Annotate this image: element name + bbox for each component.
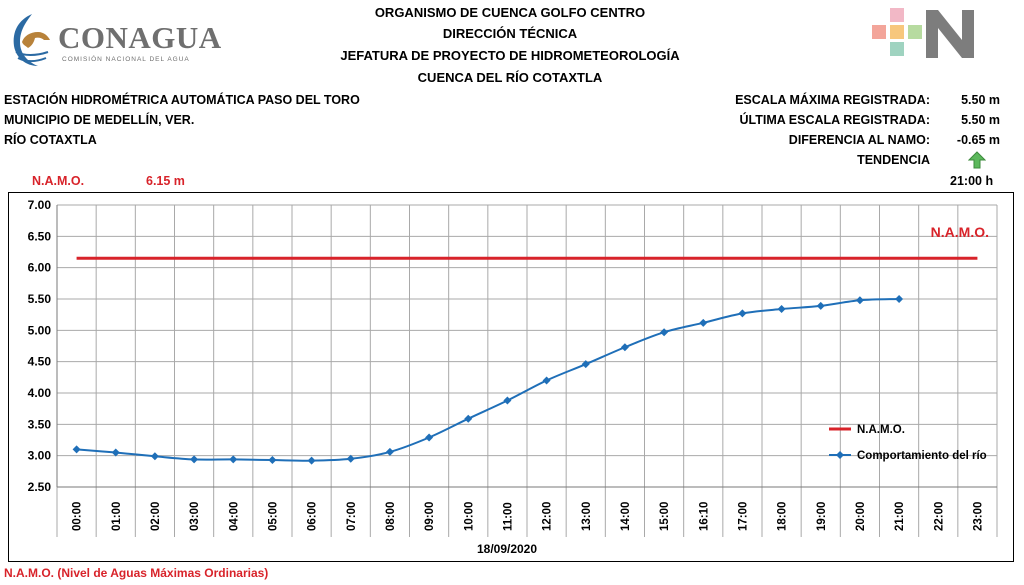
y-tick-label: 3.50 [28, 417, 52, 431]
x-tick-label: 06:00 [307, 502, 319, 531]
x-tick-label: 00:00 [72, 502, 84, 531]
x-tick-label: 08:00 [385, 502, 397, 531]
chart-frame: 2.50 3.00 3.50 4.00 4.50 5.00 5.50 6.00 6.50 7.00… [8, 192, 1014, 562]
x-tick-label: 20:00 [855, 502, 867, 531]
river-data-point [229, 455, 238, 464]
conagua-logo: CONAGUA COMISIÓN NACIONAL DEL AGUA [8, 10, 238, 70]
river-data-point [581, 360, 590, 369]
x-tick-label: 17:00 [737, 502, 749, 531]
x-tick-label: 11:00 [502, 502, 514, 531]
namo-value: 6.15 m [146, 174, 185, 188]
y-tick-label: 2.50 [28, 480, 52, 494]
namo-footnote: N.A.M.O. (Nivel de Aguas Máximas Ordinar… [4, 566, 269, 580]
river-data-point [777, 305, 786, 314]
arrow-up-icon [968, 151, 986, 169]
x-tick-label: 02:00 [150, 502, 162, 531]
x-tick-label: 03:00 [189, 502, 201, 531]
y-tick-label: 6.00 [28, 261, 52, 275]
y-tick-label: 4.50 [28, 355, 52, 369]
river-data-point [111, 448, 120, 457]
header-line-3: JEFATURA DE PROYECTO DE HIDROMETEOROLOGÍ… [340, 48, 680, 63]
x-tick-label: 10:00 [463, 502, 475, 531]
conagua-emblem-icon [13, 14, 50, 66]
river-data-point [895, 295, 904, 303]
header-line-4: CUENCA DEL RÍO COTAXTLA [417, 70, 603, 85]
river-data-point [307, 456, 316, 465]
namo-annotation: N.A.M.O. [931, 224, 989, 240]
y-tick-label: 7.00 [28, 198, 52, 212]
river-data-point [464, 414, 473, 423]
river-data-point [855, 296, 864, 305]
x-tick-label: 01:00 [111, 502, 123, 531]
y-tick-label: 5.00 [28, 323, 52, 337]
river-data-point [268, 456, 277, 465]
legend-river-label: Comportamiento del río [857, 450, 987, 462]
river-data-point [699, 318, 708, 327]
y-tick-label: 3.00 [28, 449, 52, 463]
x-tick-label: 21:00 [894, 502, 906, 531]
namo-label: N.A.M.O. [32, 174, 85, 188]
last-scale-value: 5.50 m [961, 113, 1000, 127]
last-scale-label: ÚLTIMA ESCALA REGISTRADA: [739, 113, 931, 127]
x-tick-label: 23:00 [972, 502, 984, 531]
x-tick-label: 09:00 [424, 502, 436, 531]
max-scale-value: 5.50 m [961, 93, 1000, 107]
x-tick-label: 16:10 [698, 502, 710, 531]
header-line-2: DIRECCIÓN TÉCNICA [442, 26, 578, 41]
x-tick-label: 18:00 [777, 502, 789, 531]
river-level-chart: 2.50 3.00 3.50 4.00 4.50 5.00 5.50 6.00 6.50 7.00… [28, 198, 998, 556]
x-tick-label: 22:00 [933, 502, 945, 531]
y-tick-label: 6.50 [28, 229, 52, 243]
x-tick-label: 19:00 [816, 502, 828, 531]
river-series-line [76, 298, 900, 462]
river-data-point [150, 452, 159, 461]
x-tick-label: 05:00 [267, 502, 279, 531]
max-scale-label: ESCALA MÁXIMA REGISTRADA: [735, 93, 930, 107]
x-tick-label: 13:00 [581, 502, 593, 531]
river-data-point [425, 433, 434, 442]
y-tick-label: 5.50 [28, 292, 52, 306]
legend-namo-label: N.A.M.O. [857, 424, 905, 436]
station-municipality: MUNICIPIO DE MEDELLÍN, VER. [4, 113, 195, 127]
river-data-point [190, 455, 199, 464]
river-data-point [816, 301, 825, 310]
x-axis-label: 18/09/2020 [477, 542, 537, 556]
river-data-point [542, 376, 551, 385]
legend-river-marker [836, 451, 844, 459]
logo-subtitle: COMISIÓN NACIONAL DEL AGUA [62, 56, 190, 63]
river-data-point [346, 454, 355, 463]
river-data-point [385, 447, 394, 456]
station-name: ESTACIÓN HIDROMÉTRICA AUTOMÁTICA PASO DE… [4, 93, 360, 107]
y-tick-label: 4.00 [28, 386, 52, 400]
river-data-point [738, 309, 747, 318]
brand-n-logo-icon [872, 8, 974, 58]
x-tick-label: 14:00 [620, 502, 632, 531]
river-data-point [620, 343, 629, 352]
river-data-point [660, 328, 669, 337]
namo-diff-value: -0.65 m [956, 133, 1000, 147]
river-data-point [72, 445, 81, 454]
x-tick-label: 12:00 [542, 502, 554, 531]
namo-diff-label: DIFERENCIA AL NAMO: [788, 133, 930, 147]
trend-label: TENDENCIA [857, 153, 930, 167]
x-tick-label: 04:00 [228, 502, 240, 531]
x-tick-label: 07:00 [346, 502, 358, 531]
logo-text: CONAGUA [58, 20, 222, 55]
report-time: 21:00 h [950, 174, 994, 188]
header-line-1: ORGANISMO DE CUENCA GOLFO CENTRO [374, 5, 646, 20]
x-tick-label: 15:00 [659, 502, 671, 531]
station-river: RÍO COTAXTLA [4, 133, 97, 147]
river-data-point [503, 396, 512, 405]
